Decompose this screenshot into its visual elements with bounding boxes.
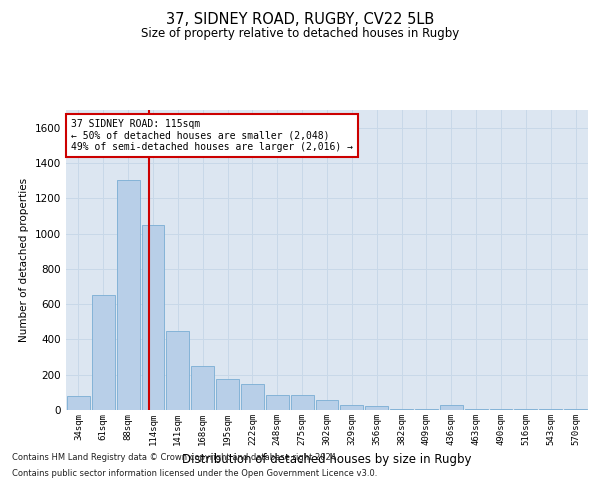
Bar <box>92 296 115 410</box>
Bar <box>191 366 214 410</box>
Bar <box>291 395 314 410</box>
Bar <box>340 404 363 410</box>
Text: 37, SIDNEY ROAD, RUGBY, CV22 5LB: 37, SIDNEY ROAD, RUGBY, CV22 5LB <box>166 12 434 28</box>
Text: Contains public sector information licensed under the Open Government Licence v3: Contains public sector information licen… <box>12 468 377 477</box>
Bar <box>390 409 413 410</box>
Bar <box>241 384 264 410</box>
Bar <box>266 395 289 410</box>
Bar <box>166 330 189 410</box>
Bar <box>415 409 438 410</box>
Bar <box>67 396 90 410</box>
Bar <box>142 224 164 410</box>
Text: Size of property relative to detached houses in Rugby: Size of property relative to detached ho… <box>141 28 459 40</box>
Text: 37 SIDNEY ROAD: 115sqm
← 50% of detached houses are smaller (2,048)
49% of semi-: 37 SIDNEY ROAD: 115sqm ← 50% of detached… <box>71 119 353 152</box>
Text: Contains HM Land Registry data © Crown copyright and database right 2024.: Contains HM Land Registry data © Crown c… <box>12 454 338 462</box>
X-axis label: Distribution of detached houses by size in Rugby: Distribution of detached houses by size … <box>182 454 472 466</box>
Bar <box>216 379 239 410</box>
Bar <box>440 405 463 410</box>
Bar <box>365 406 388 410</box>
Bar <box>316 400 338 410</box>
Y-axis label: Number of detached properties: Number of detached properties <box>19 178 29 342</box>
Bar <box>117 180 140 410</box>
